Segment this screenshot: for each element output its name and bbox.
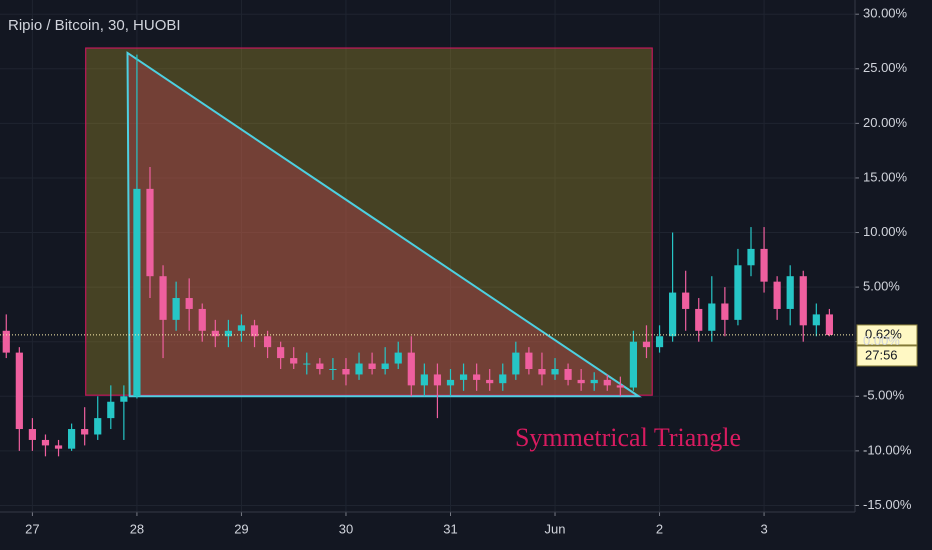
- candle-body: [459, 374, 468, 380]
- y-tick-label: 30.00%: [863, 6, 908, 21]
- candle-body: [446, 379, 455, 386]
- y-tick-label: 0.00%: [863, 333, 900, 348]
- candle-body: [486, 379, 494, 384]
- candle-body: [603, 379, 611, 386]
- x-tick-label: 2: [656, 521, 663, 536]
- candle-body: [473, 374, 481, 380]
- candle-body: [368, 363, 376, 369]
- rectangle-drawing: [85, 47, 653, 396]
- candle-body: [28, 429, 36, 440]
- candle-body: [420, 374, 428, 386]
- candle-body: [290, 358, 298, 364]
- candle-body: [773, 281, 781, 309]
- candle-body: [133, 188, 141, 397]
- candle-body: [734, 265, 742, 320]
- candle-body: [224, 330, 232, 337]
- candle-body: [760, 248, 768, 282]
- y-tick-label: 5.00%: [863, 279, 900, 294]
- candle-body: [263, 336, 272, 348]
- candle-body: [682, 292, 690, 309]
- candle-body: [342, 368, 350, 375]
- x-tick-label: 30: [339, 521, 353, 536]
- y-tick-label: -15.00%: [863, 497, 912, 512]
- y-tick-label: -5.00%: [863, 388, 905, 403]
- y-tick-label: 15.00%: [863, 169, 908, 184]
- candle-body: [316, 363, 324, 369]
- candle-body: [250, 325, 259, 337]
- x-tick-label: Jun: [545, 521, 566, 536]
- candle-body: [512, 352, 520, 375]
- y-tick-label: 25.00%: [863, 60, 908, 75]
- candle-body: [329, 368, 337, 370]
- x-tick-label: 3: [760, 521, 767, 536]
- y-tick-label: 20.00%: [863, 115, 908, 130]
- candle-body: [551, 368, 559, 375]
- annotation: Symmetrical Triangle: [515, 423, 741, 452]
- candle-body: [708, 303, 716, 331]
- candle-body: [564, 368, 572, 380]
- candle-body: [68, 429, 76, 449]
- candle-body: [577, 379, 585, 384]
- candle-body: [381, 363, 389, 369]
- x-tick-label: 29: [234, 521, 248, 536]
- triangle-drawing: [126, 51, 642, 398]
- candle-body: [54, 445, 63, 449]
- countdown-label: 27:56: [865, 347, 898, 362]
- candle-body: [629, 341, 638, 388]
- x-tick-label: 27: [25, 521, 39, 536]
- candle-body: [185, 298, 193, 309]
- candle-body: [721, 303, 729, 320]
- countdown-box: [856, 345, 918, 367]
- candle-body: [786, 276, 794, 309]
- candle-body: [277, 347, 285, 359]
- candle-body: [120, 396, 128, 402]
- candle-body: [172, 298, 180, 320]
- candle-body: [303, 363, 311, 365]
- candle-body: [747, 248, 755, 266]
- candle-body: [642, 341, 651, 348]
- candle-body: [81, 429, 89, 435]
- candle-body: [616, 385, 624, 388]
- candle-body: [407, 352, 415, 386]
- y-tick-label: 10.00%: [863, 224, 908, 239]
- candle-body: [590, 379, 598, 384]
- candle-body: [695, 308, 703, 331]
- x-tick-label: 28: [130, 521, 144, 536]
- candle-body: [146, 188, 154, 277]
- candle-body: [433, 374, 442, 386]
- candle-body: [812, 314, 820, 326]
- candle-body: [825, 314, 833, 335]
- candle-body: [538, 368, 546, 375]
- last-price-box: [856, 324, 918, 346]
- x-tick-label: 31: [443, 521, 457, 536]
- candle-body: [41, 439, 50, 446]
- candle-body: [198, 308, 206, 331]
- candle-body: [107, 401, 115, 419]
- candle-body: [655, 336, 664, 348]
- chart-title: Ripio / Bitcoin, 30, HUOBI: [8, 17, 181, 34]
- candle-body: [394, 352, 402, 364]
- candle-body: [355, 363, 363, 375]
- candle-body: [159, 276, 167, 320]
- candle-body: [799, 276, 807, 326]
- candle-body: [237, 325, 246, 331]
- candle-body: [211, 330, 219, 337]
- candle-body: [2, 330, 10, 353]
- candle-body: [499, 374, 507, 384]
- candle-body: [669, 292, 677, 337]
- candle-body: [525, 352, 533, 369]
- candle-body: [94, 418, 102, 435]
- candle-body: [15, 352, 23, 430]
- last-price-label: 0.62%: [865, 326, 902, 341]
- y-tick-label: -10.00%: [863, 442, 912, 457]
